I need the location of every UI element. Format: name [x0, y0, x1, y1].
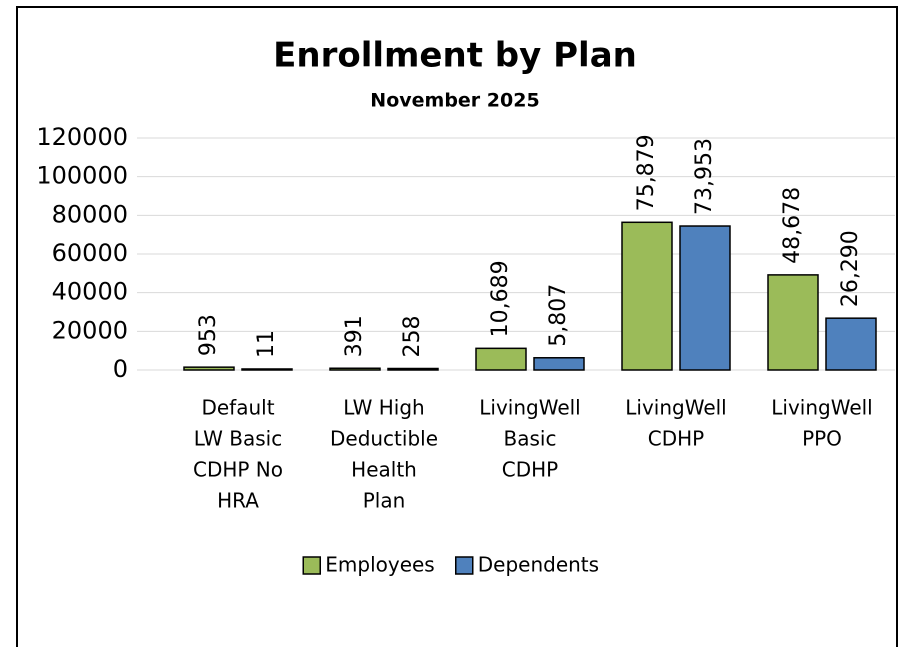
x-tick-label: CDHP	[502, 458, 558, 482]
bar	[475, 347, 527, 371]
chart-border	[16, 6, 898, 647]
x-tick-label: Basic	[504, 427, 557, 451]
data-label: 11	[254, 330, 279, 358]
data-label: 75,879	[634, 134, 659, 211]
bar	[767, 274, 819, 371]
x-tick-label: PPO	[802, 427, 842, 451]
bar	[241, 368, 293, 371]
legend-swatch	[455, 556, 474, 575]
x-tick-label: Plan	[363, 489, 406, 513]
x-tick-label: LivingWell	[479, 396, 580, 420]
y-tick-label: 100000	[36, 162, 128, 190]
bar	[825, 317, 877, 371]
x-tick-label: LivingWell	[771, 396, 872, 420]
data-label: 48,678	[780, 187, 805, 264]
x-tick-label: LivingWell	[625, 396, 726, 420]
x-tick-label: Deductible	[330, 427, 438, 451]
data-label: 391	[342, 315, 367, 357]
bar	[387, 367, 439, 371]
bar	[329, 367, 381, 371]
x-tick-label: Default	[201, 396, 274, 420]
bar	[621, 221, 673, 371]
legend-swatch	[302, 556, 321, 575]
x-tick-label: Health	[351, 458, 417, 482]
bar	[533, 357, 585, 371]
bar	[183, 366, 235, 371]
x-tick-label: LW High	[343, 396, 424, 420]
legend-label: Employees	[325, 553, 434, 577]
chart-title: Enrollment by Plan	[273, 36, 637, 76]
bar	[679, 225, 731, 371]
y-tick-label: 120000	[36, 123, 128, 151]
x-tick-label: LW Basic	[194, 427, 282, 451]
data-label: 953	[196, 314, 221, 356]
data-label: 26,290	[838, 230, 863, 307]
x-tick-label: CDHP No	[193, 458, 283, 482]
data-label: 10,689	[488, 260, 513, 337]
y-tick-label: 60000	[52, 239, 128, 267]
data-label: 5,807	[546, 284, 571, 347]
x-tick-label: HRA	[217, 489, 259, 513]
y-tick-label: 80000	[52, 200, 128, 228]
data-label: 258	[400, 316, 425, 358]
x-tick-label: CDHP	[648, 427, 704, 451]
y-tick-label: 20000	[52, 316, 128, 344]
data-label: 73,953	[692, 138, 717, 215]
y-tick-label: 0	[113, 355, 128, 383]
y-tick-label: 40000	[52, 278, 128, 306]
chart-subtitle: November 2025	[370, 90, 539, 112]
legend-label: Dependents	[478, 553, 599, 577]
